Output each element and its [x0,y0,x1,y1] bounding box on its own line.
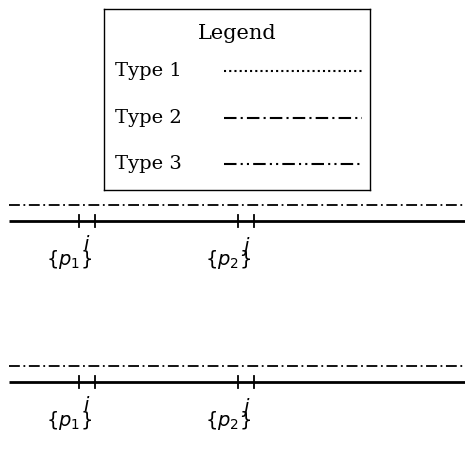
Text: $j$: $j$ [241,396,251,419]
Text: Type 1: Type 1 [115,62,182,80]
Text: $\{p_1\}$: $\{p_1\}$ [46,248,91,271]
Text: $\{p_1\}$: $\{p_1\}$ [46,410,91,432]
Text: $j$: $j$ [241,235,251,258]
Text: $i$: $i$ [83,396,91,415]
Text: Type 3: Type 3 [115,155,182,173]
Text: Legend: Legend [198,24,276,43]
Text: $\{p_2\}$: $\{p_2\}$ [205,248,251,271]
Text: $\{p_2\}$: $\{p_2\}$ [205,410,251,432]
Text: Type 2: Type 2 [115,109,182,127]
Text: $i$: $i$ [83,235,91,254]
